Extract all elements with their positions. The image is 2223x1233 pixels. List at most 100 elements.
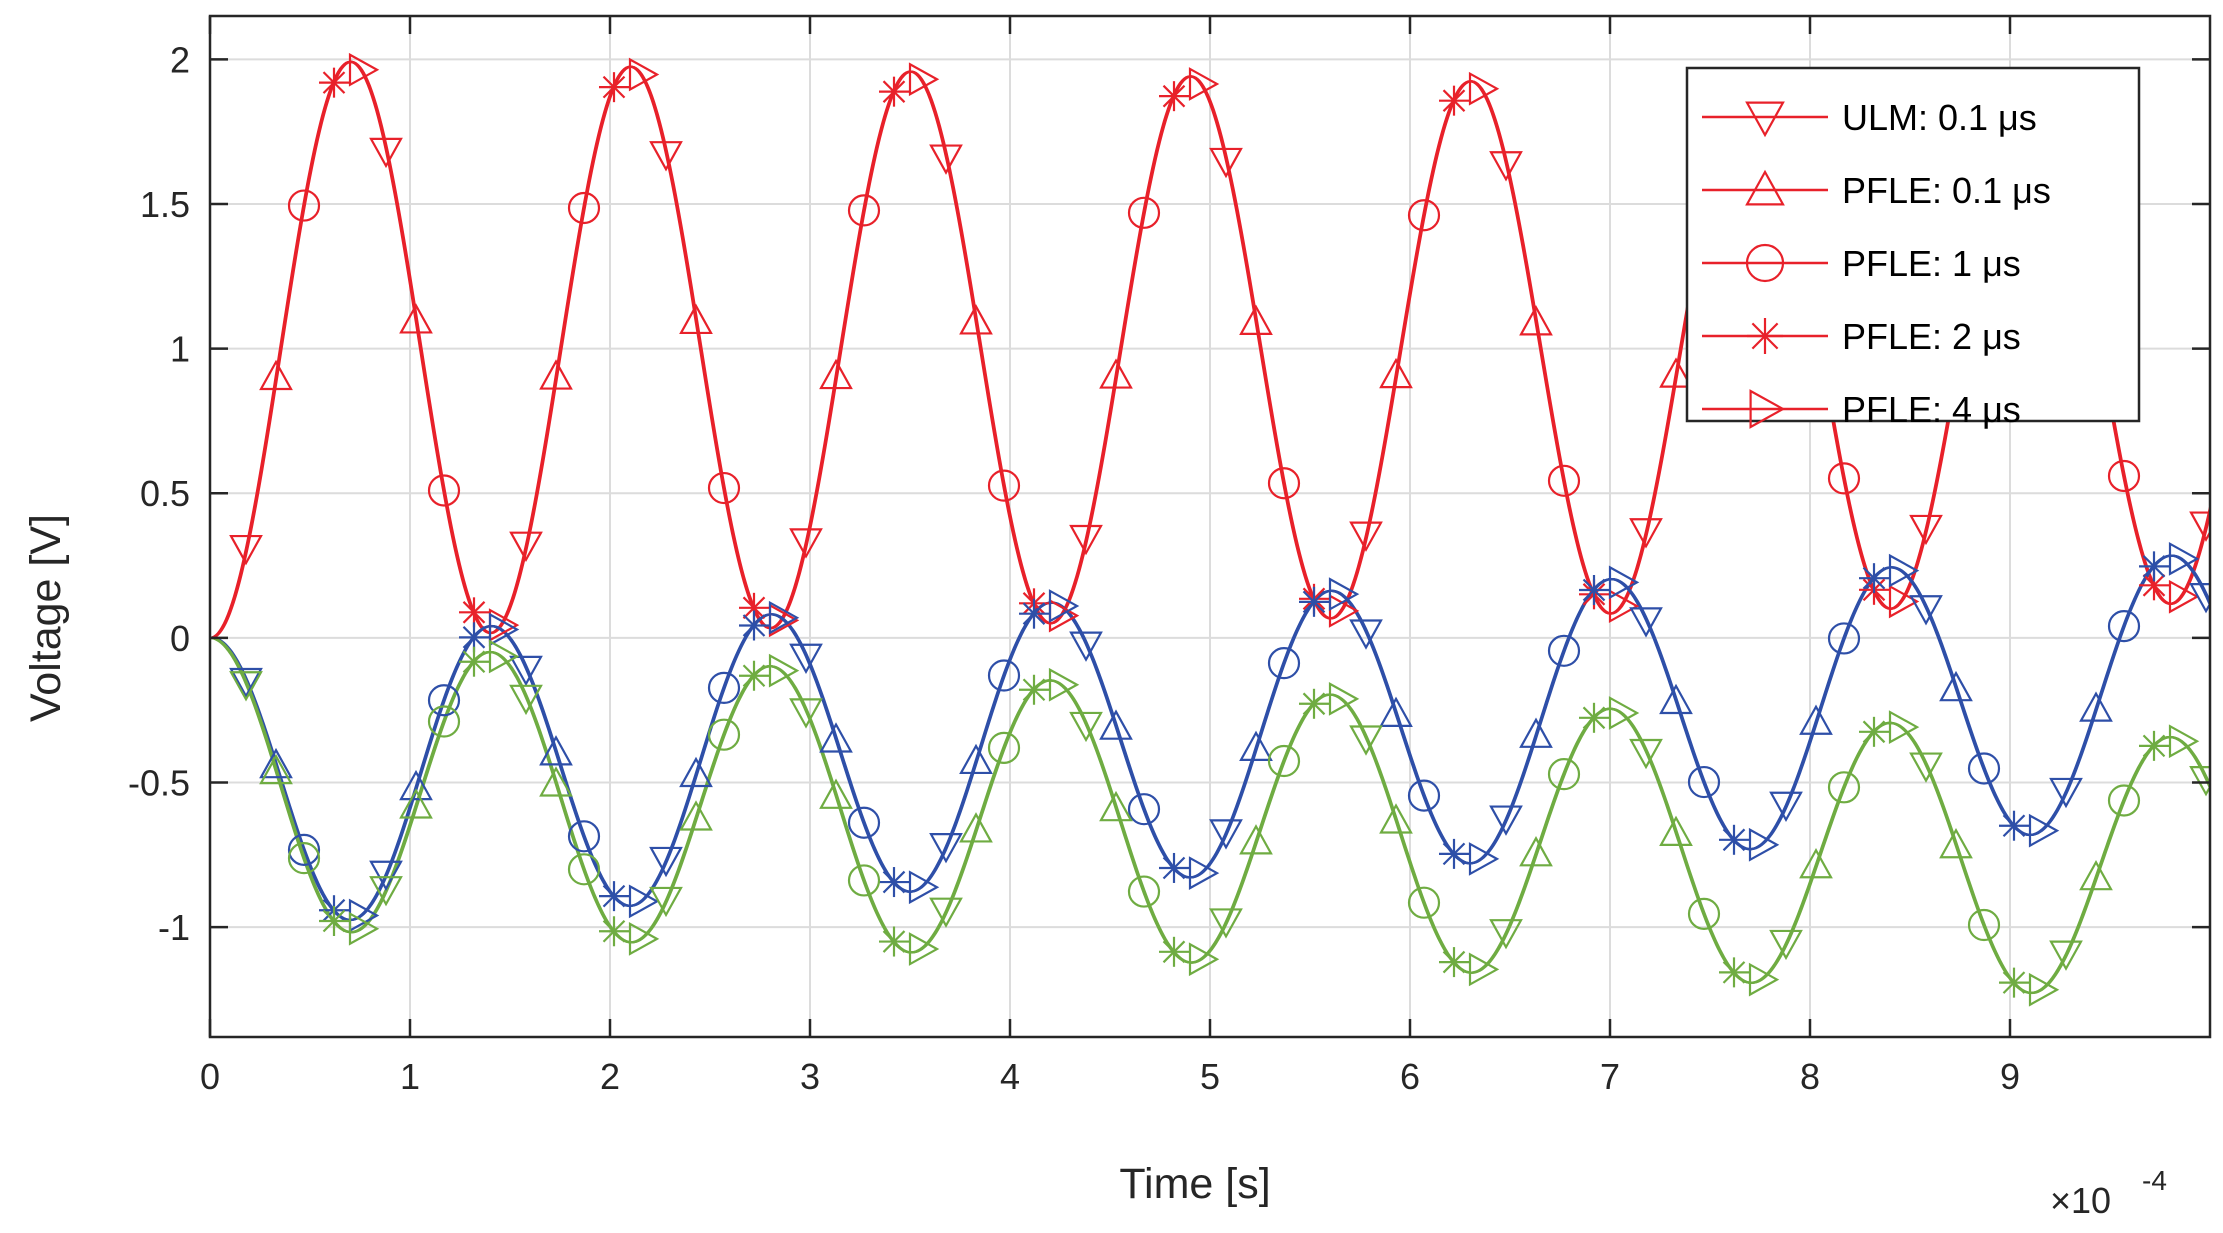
legend-label: PFLE: 1 μs [1842, 243, 2021, 284]
tick-labels: 0 1 2 3 4 5 6 7 8 9 -1 -0.5 0 0.5 1 1.5 2 [128, 39, 2020, 1097]
legend-entry: PFLE: 1 μs [1702, 243, 2021, 284]
marker-circle [987, 469, 1021, 502]
marker-asterisk [1159, 81, 1189, 112]
marker-triangle-right [348, 911, 380, 946]
marker-triangle-right [768, 600, 800, 635]
marker-triangle-right [488, 612, 520, 647]
y-tick-label: 1.5 [140, 184, 190, 225]
marker-asterisk [459, 597, 489, 628]
marker-circle [707, 718, 741, 751]
marker-asterisk [879, 76, 909, 107]
marker-triangle-down [1745, 101, 1785, 138]
marker-triangle-right [1888, 710, 1920, 744]
marker-triangle-up [819, 778, 853, 809]
marker-triangle-right [908, 62, 940, 97]
marker-triangle-down [789, 698, 823, 729]
marker-circle [1407, 199, 1441, 232]
marker-circle [987, 659, 1021, 692]
marker-circle [1827, 771, 1861, 804]
marker-triangle-down [929, 144, 963, 175]
marker-circle [287, 833, 321, 866]
marker-asterisk [1159, 852, 1189, 883]
marker-triangle-right [1328, 577, 1360, 612]
marker-triangle-up [679, 800, 713, 831]
marker-circle [1687, 765, 1721, 799]
marker-triangle-right [768, 653, 800, 688]
marker-circle [1687, 897, 1721, 930]
marker-triangle-up [1659, 683, 1693, 715]
marker-circle [427, 474, 461, 507]
y-axis-title: Voltage [V] [22, 514, 70, 722]
x-axis-title: Time [s] [1119, 1160, 1270, 1208]
marker-circle [1267, 647, 1301, 680]
legend-label: PFLE: 0.1 μs [1842, 170, 2051, 211]
legend-label: PFLE: 2 μs [1842, 316, 2021, 357]
marker-triangle-up [1659, 357, 1693, 388]
marker-triangle-right [1048, 667, 1080, 702]
marker-triangle-up [1519, 836, 1553, 867]
legend-label: ULM: 0.1 μs [1842, 97, 2037, 138]
marker-triangle-up [539, 359, 573, 390]
marker-triangle-right [1048, 589, 1080, 623]
marker-circle [1127, 196, 1161, 229]
marker-triangle-up [679, 756, 713, 788]
marker-triangle-down [929, 897, 963, 928]
marker-triangle-right [1188, 942, 1220, 977]
marker-circle [1127, 793, 1161, 826]
marker-asterisk [739, 660, 769, 691]
x-tick-label: 9 [2000, 1056, 2020, 1097]
marker-triangle-up [399, 788, 433, 819]
y-tick-label: 0.5 [140, 473, 190, 514]
marker-triangle-up [1239, 304, 1273, 335]
marker-triangle-down [789, 643, 823, 675]
y-tick-label: -1 [158, 907, 190, 948]
marker-triangle-up [399, 769, 433, 801]
marker-triangle-up [539, 735, 573, 766]
marker-triangle-down [1349, 521, 1383, 552]
marker-triangle-up [959, 743, 993, 775]
marker-triangle-up [399, 303, 433, 334]
marker-triangle-down [2189, 766, 2210, 797]
marker-triangle-up [259, 359, 293, 391]
marker-asterisk [1439, 838, 1469, 869]
marker-circle [987, 731, 1021, 764]
marker-triangle-up [259, 747, 293, 779]
marker-triangle-right [1188, 67, 1220, 101]
marker-asterisk [739, 610, 769, 641]
marker-circle [2107, 459, 2141, 493]
marker-triangle-down [649, 886, 683, 918]
marker-triangle-right [1188, 856, 1220, 890]
marker-circle [1547, 758, 1581, 791]
marker-triangle-down [369, 137, 403, 169]
x-multiplier-exponent: -4 [2142, 1165, 2167, 1196]
marker-triangle-down [369, 860, 403, 892]
marker-asterisk [1719, 824, 1749, 855]
marker-circle [287, 842, 321, 875]
marker-asterisk [1439, 947, 1469, 978]
marker-triangle-up [1239, 730, 1273, 761]
marker-asterisk [1019, 674, 1049, 705]
marker-triangle-up [1099, 709, 1133, 740]
marker-circle [847, 864, 881, 897]
marker-circle [1967, 752, 2001, 785]
marker-triangle-up [2079, 859, 2113, 891]
marker-triangle-down [509, 684, 543, 716]
x-tick-label: 6 [1400, 1056, 1420, 1097]
marker-triangle-right [1468, 842, 1500, 876]
marker-triangle-right [2168, 579, 2200, 614]
marker-triangle-down [229, 671, 263, 702]
legend: ULM: 0.1 μs PFLE: 0.1 μs PFLE: 1 μs PFLE: 2… [1685, 66, 2141, 430]
marker-circle [1127, 875, 1161, 908]
marker-asterisk [599, 72, 629, 103]
marker-asterisk [1579, 702, 1609, 733]
marker-triangle-up [959, 812, 993, 843]
marker-circle [287, 189, 321, 222]
marker-triangle-down [509, 655, 543, 687]
marker-triangle-right [2168, 541, 2200, 576]
marker-triangle-down [1489, 919, 1523, 950]
marker-asterisk [1999, 967, 2029, 998]
marker-circle [567, 853, 601, 886]
marker-asterisk [1747, 318, 1783, 354]
marker-triangle-down [1909, 595, 1943, 626]
x-multiplier-base: ×10 [2050, 1180, 2111, 1221]
